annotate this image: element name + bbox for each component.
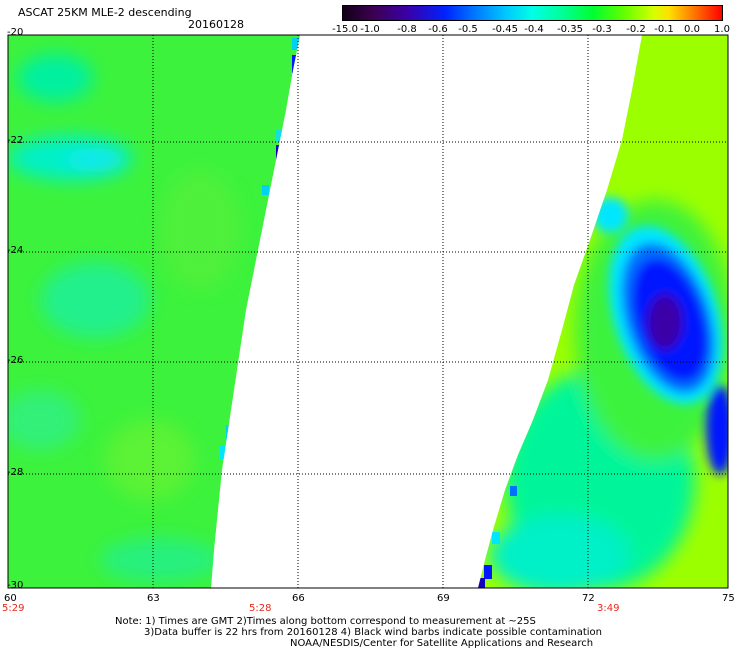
y-tick-label: -28 [7,467,24,478]
note-line-2: 3)Data buffer is 22 hrs from 20160128 4)… [144,627,602,638]
note-line-3: NOAA/NESDIS/Center for Satellite Applica… [290,638,594,649]
x-tick-label: 69 [437,593,450,604]
y-tick-label: -30 [7,580,24,591]
y-tick-label: -20 [7,27,24,38]
colorbar-labels: -15.0 -1.0 -0.8 -0.6 -0.5 -0.45 -0.4 -0.… [330,24,740,36]
pass-time-label: 3:49 [597,603,620,614]
x-tick-label: 75 [722,593,735,604]
x-tick-label: 66 [292,593,305,604]
colorbar-label: -15.0 [332,24,358,35]
map-date: 20160128 [188,18,244,31]
colorbar-label: -0.3 [592,24,612,35]
map-title: ASCAT 25KM MLE-2 descending [18,6,192,19]
x-tick-label: 60 [4,593,17,604]
x-tick-label: 63 [147,593,160,604]
colorbar-label: 0.0 [684,24,700,35]
colorbar-label: -0.2 [626,24,646,35]
pass-time-label: 5:28 [249,603,272,614]
y-tick-label: -22 [7,135,24,146]
colorbar-label: -0.35 [557,24,583,35]
colorbar-label: -0.8 [397,24,417,35]
map-grid [8,35,728,588]
colorbar [342,5,723,21]
colorbar-label: -0.45 [492,24,518,35]
colorbar-label: -0.5 [458,24,478,35]
note-line-1: Note: 1) Times are GMT 2)Times along bot… [115,616,536,627]
colorbar-label: 1.0 [714,24,730,35]
map-frame [7,34,729,589]
colorbar-label: -0.6 [428,24,448,35]
y-tick-label: -24 [7,245,24,256]
colorbar-label: -0.4 [524,24,544,35]
colorbar-label: -1.0 [360,24,380,35]
y-tick-label: -26 [7,355,24,366]
pass-time-label: 5:29 [2,603,25,614]
right-swath [478,35,728,588]
colorbar-label: -0.1 [654,24,674,35]
x-tick-label: 72 [582,593,595,604]
left-swath [8,35,300,588]
